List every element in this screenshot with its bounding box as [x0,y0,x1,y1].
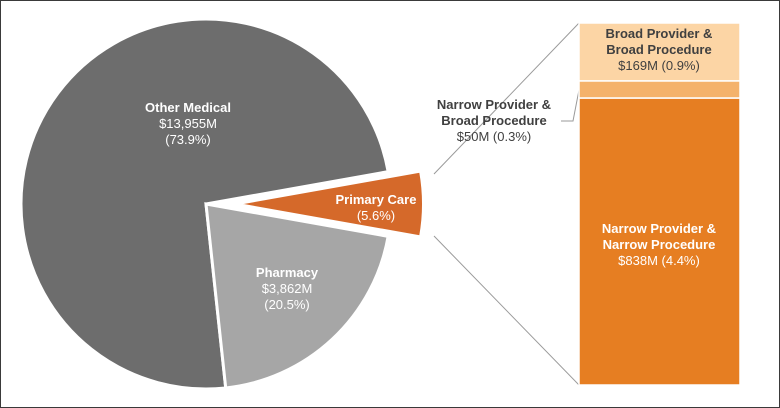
slice-value-other-medical: $13,955M [159,116,217,131]
segment-value-narrow-broad: $50M (0.3%) [457,129,531,144]
pie-slice-primary-care [237,170,424,238]
segment-value-broad-broad: $169M (0.9%) [618,58,700,73]
slice-value-pharmacy: $3,862M [262,281,313,296]
slice-percent-other-medical: (73.9%) [165,132,211,147]
segment-label-broad-broad-line2: Broad Procedure [606,42,711,57]
connector-line-top [433,22,580,175]
bar-segment-narrow-broad [578,80,741,99]
bar-segment-broad-broad [578,22,741,82]
segment-label-broad-broad-line1: Broad Provider & [606,26,713,41]
connector-line-small-segment [561,89,580,122]
slice-label-other-medical: Other Medical [145,100,231,115]
pie-chart [19,17,424,391]
bar-segment-narrow-narrow [578,97,741,386]
slice-percent-pharmacy: (20.5%) [264,297,310,312]
slice-label-pharmacy: Pharmacy [256,265,319,280]
connector-line-bottom [433,235,580,386]
segment-label-narrow-broad-line1: Narrow Provider & [437,97,551,112]
segment-value-narrow-narrow: $838M (4.4%) [618,253,700,268]
pie-slice-pharmacy [204,202,390,390]
segment-label-narrow-narrow-line2: Narrow Procedure [603,237,716,252]
slice-label-primary-care: Primary Care [336,192,417,207]
stacked-bar [578,22,741,386]
slice-percent-primary-care: (5.6%) [357,208,395,223]
segment-label-narrow-broad-line2: Broad Procedure [441,113,546,128]
segment-label-narrow-narrow-line1: Narrow Provider & [602,221,716,236]
